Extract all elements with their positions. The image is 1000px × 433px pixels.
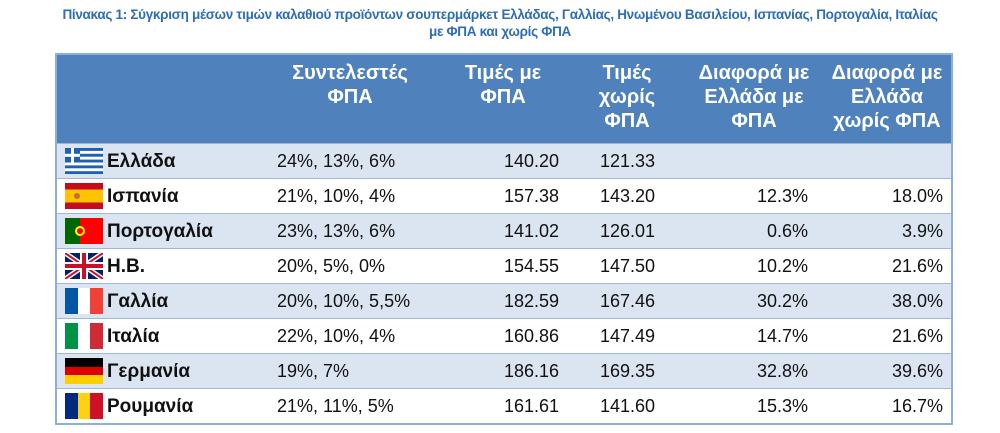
vat-rates: 24%, 13%, 6% [277,151,396,171]
country-name: Ρουμανία [107,396,194,417]
header-vat-rates: Συντελεστές ΦΠΑ [292,62,408,108]
diff-without-vat: 3.9% [901,221,943,241]
table-row: Ιταλία 22%, 10%, 4% 160.86 147.49 14.7% … [57,318,951,353]
diff-without-vat: 38.0% [891,291,943,311]
vat-rates: 21%, 10%, 4% [277,186,396,206]
country-name: Η.Β. [107,256,145,277]
vat-rates: 21%, 11%, 5% [277,396,394,416]
vat-rates: 20%, 5%, 0% [277,256,386,276]
price-comparison-table: Συντελεστές ΦΠΑ Τιμές με ΦΠΑ Τιμές χωρίς… [55,53,953,425]
table-caption: Πίνακας 1: Σύγκριση μέσων τιμών καλαθιού… [0,6,1000,40]
country-name: Ελλάδα [107,151,176,172]
table-header: Συντελεστές ΦΠΑ Τιμές με ΦΠΑ Τιμές χωρίς… [57,55,951,143]
diff-with-vat: 32.8% [756,361,808,381]
country-name: Ισπανία [107,186,179,207]
price-with-vat: 154.55 [503,256,559,276]
price-without-vat: 141.60 [599,396,655,416]
diff-with-vat: 10.2% [756,256,808,276]
diff-with-vat: 15.3% [756,396,808,416]
diff-with-vat: 14.7% [756,326,808,346]
table-row: Η.Β. 20%, 5%, 0% 154.55 147.50 10.2% 21.… [57,248,951,283]
price-without-vat: 147.50 [599,256,655,276]
price-with-vat: 141.02 [503,221,559,241]
price-without-vat: 126.01 [599,221,655,241]
diff-without-vat: 21.6% [891,326,943,346]
diff-with-vat: 0.6% [766,221,808,241]
table-row: Γερμανία 19%, 7% 186.16 169.35 32.8% 39.… [57,353,951,388]
vat-rates: 23%, 13%, 6% [277,221,396,241]
diff-without-vat: 16.7% [891,396,943,416]
price-with-vat: 182.59 [503,291,559,311]
italy-flag-icon [65,323,103,349]
diff-without-vat: 39.6% [891,361,943,381]
table-row: Ρουμανία 21%, 11%, 5% 161.61 141.60 15.3… [57,388,951,423]
diff-without-vat: 18.0% [891,186,943,206]
vat-rates: 20%, 10%, 5,5% [277,291,411,311]
france-flag-icon [65,288,103,314]
germany-flag-icon [65,358,103,384]
table-row: Ισπανία 21%, 10%, 4% 157.38 143.20 12.3%… [57,178,951,213]
uk-flag-icon [65,253,103,279]
spain-flag-icon [65,183,103,209]
table-row: Γαλλία 20%, 10%, 5,5% 182.59 167.46 30.2… [57,283,951,318]
vat-rates: 19%, 7% [277,361,350,381]
price-without-vat: 169.35 [599,361,655,381]
price-with-vat: 160.86 [503,326,559,346]
header-price-without-vat: Τιμές χωρίς ΦΠΑ [598,62,656,132]
diff-with-vat: 12.3% [756,186,808,206]
price-without-vat: 143.20 [599,186,655,206]
country-name: Ιταλία [107,326,160,347]
country-name: Γαλλία [107,291,169,312]
header-diff-without-vat: Διαφορά με Ελλάδα χωρίς ΦΠΑ [831,62,943,132]
price-without-vat: 167.46 [599,291,655,311]
price-with-vat: 161.61 [503,396,559,416]
price-without-vat: 121.33 [599,151,655,171]
diff-with-vat: 30.2% [756,291,808,311]
price-without-vat: 147.49 [599,326,655,346]
country-name: Πορτογαλία [107,221,213,242]
romania-flag-icon [65,393,103,419]
country-name: Γερμανία [107,361,191,382]
portugal-flag-icon [65,218,103,244]
price-with-vat: 157.38 [503,186,559,206]
header-diff-with-vat: Διαφορά με Ελλάδα με ΦΠΑ [698,62,810,132]
greece-flag-icon [65,148,103,174]
header-price-with-vat: Τιμές με ΦΠΑ [464,62,542,108]
caption-line-2: με ΦΠΑ και χωρίς ΦΠΑ [429,24,571,39]
price-with-vat: 186.16 [503,361,559,381]
vat-rates: 22%, 10%, 4% [277,326,396,346]
table-row: Ελλάδα 24%, 13%, 6% 140.20 121.33 [57,143,951,178]
table-row: Πορτογαλία 23%, 13%, 6% 141.02 126.01 0.… [57,213,951,248]
price-with-vat: 140.20 [503,151,559,171]
diff-without-vat: 21.6% [891,256,943,276]
caption-line-1: Πίνακας 1: Σύγκριση μέσων τιμών καλαθιού… [62,7,938,22]
